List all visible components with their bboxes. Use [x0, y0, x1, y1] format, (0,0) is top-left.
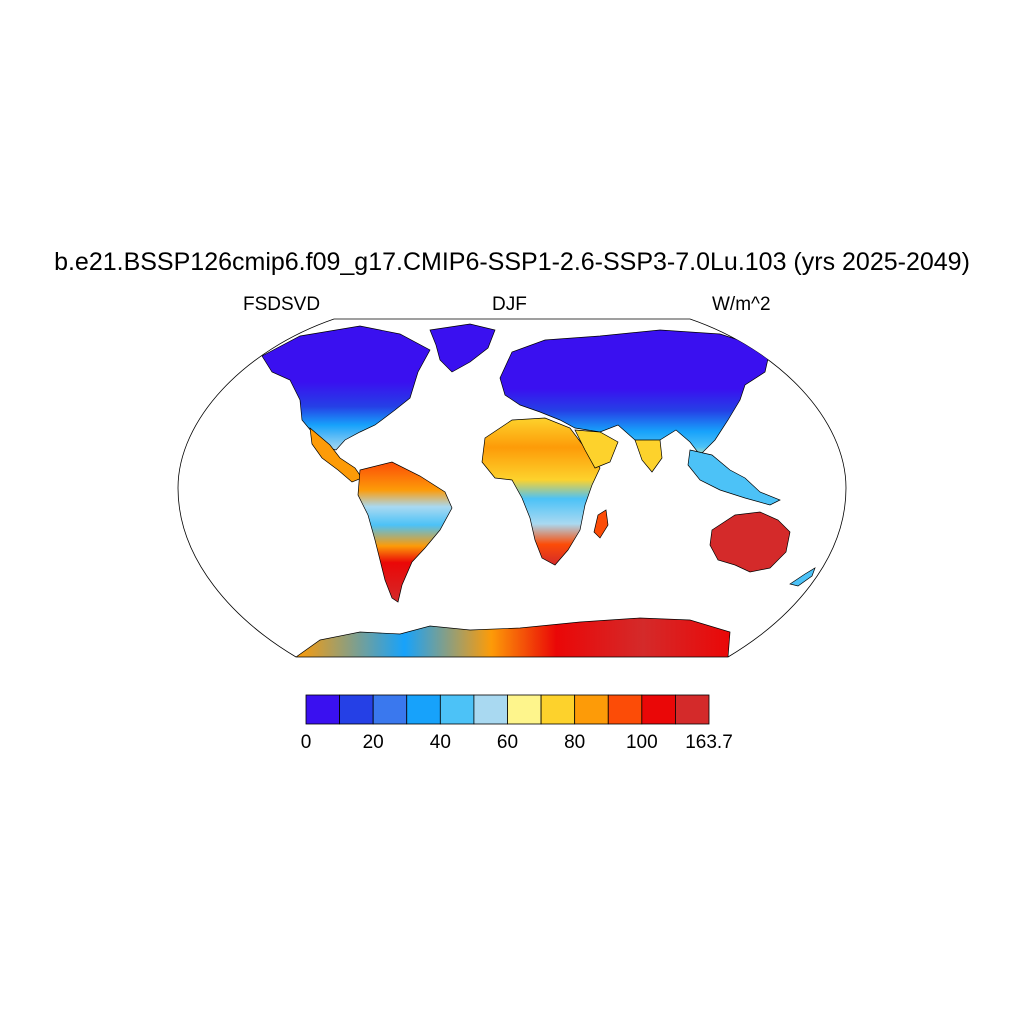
new-zealand-region — [789, 567, 816, 587]
colorbar-tick-label: 20 — [362, 732, 384, 753]
colorbar-tick-label: 60 — [496, 732, 519, 753]
south-america-region — [357, 461, 453, 603]
africa-region — [481, 417, 601, 566]
central-america-region — [309, 427, 363, 483]
arabia-region — [574, 429, 619, 469]
map-title: b.e21.BSSP126cmip6.f09_g17.CMIP6-SSP1-2.… — [54, 248, 970, 276]
antarctica-region — [294, 617, 731, 657]
southeast-asia-region — [687, 449, 781, 506]
india-region — [634, 439, 663, 473]
north-america-region — [261, 325, 431, 451]
units-label: W/m^2 — [712, 294, 771, 315]
variable-label: FSDSVD — [243, 294, 321, 315]
colorbar-tick-label: 40 — [429, 732, 451, 753]
colorbar-tick-label: 80 — [564, 732, 586, 753]
eurasia-region — [499, 329, 771, 461]
colorbar-tick-label: 0 — [300, 732, 312, 753]
greenland-region — [429, 323, 496, 373]
colorbar-tick-label: 163.7 — [685, 732, 733, 753]
australia-region — [709, 511, 791, 573]
madagascar-region — [593, 509, 609, 539]
colorbar-tick-label: 100 — [625, 732, 658, 753]
season-label: DJF — [492, 294, 527, 315]
